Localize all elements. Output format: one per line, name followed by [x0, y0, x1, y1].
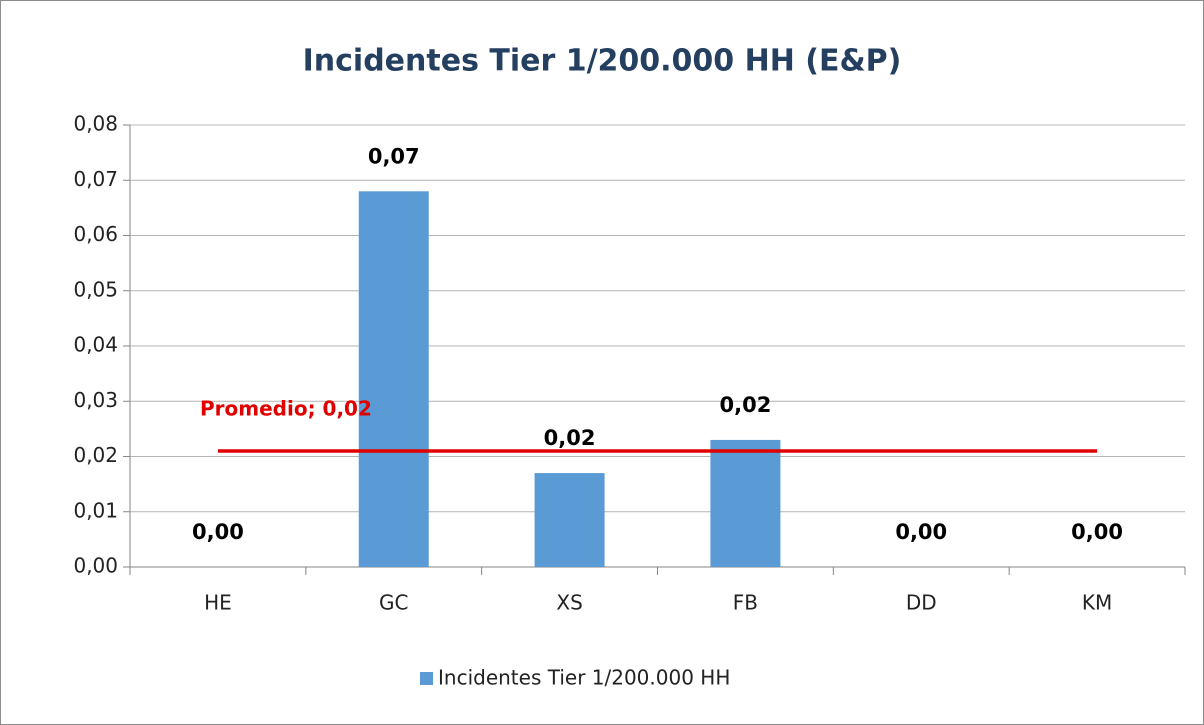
- x-tick-label: KM: [1082, 591, 1112, 615]
- x-tick-label: DD: [906, 591, 937, 615]
- y-tick-label: 0,01: [73, 498, 118, 522]
- x-tick-label: XS: [556, 591, 582, 615]
- x-tick-label: GC: [379, 591, 408, 615]
- bar: [534, 473, 605, 567]
- y-tick-label: 0,05: [73, 277, 118, 301]
- average-label: Promedio; 0,02: [200, 396, 372, 420]
- data-label: 0,02: [720, 393, 772, 417]
- y-tick-label: 0,03: [73, 388, 118, 412]
- y-tick-label: 0,00: [73, 554, 118, 578]
- data-label: 0,00: [895, 520, 947, 544]
- data-label: 0,02: [544, 426, 596, 450]
- data-label: 0,07: [368, 144, 420, 168]
- bar: [358, 191, 429, 568]
- bar: [710, 439, 781, 567]
- y-tick-label: 0,04: [73, 333, 118, 357]
- legend-label: Incidentes Tier 1/200.000 HH: [438, 666, 730, 690]
- x-tick-label: FB: [733, 591, 758, 615]
- legend-swatch: [420, 672, 433, 685]
- x-tick-label: HE: [204, 591, 232, 615]
- chart-title: Incidentes Tier 1/200.000 HH (E&P): [303, 44, 902, 79]
- y-tick-label: 0,02: [73, 443, 118, 467]
- y-tick-label: 0,08: [73, 112, 118, 136]
- data-label: 0,00: [1071, 520, 1123, 544]
- data-label: 0,00: [192, 520, 244, 544]
- y-tick-label: 0,06: [73, 222, 118, 246]
- y-tick-label: 0,07: [73, 167, 118, 191]
